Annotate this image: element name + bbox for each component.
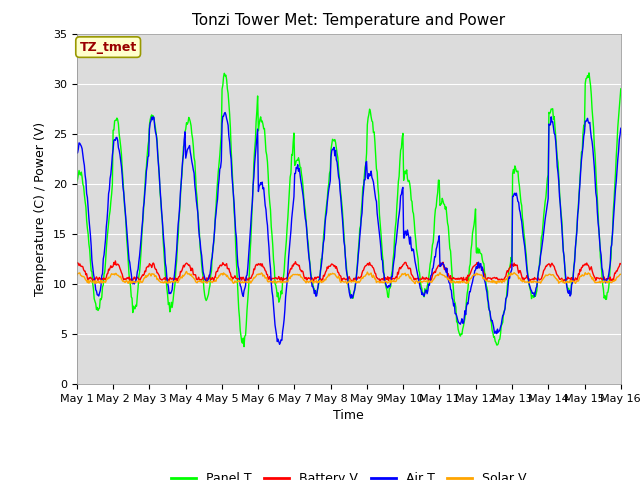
Panel T	[240, 344, 248, 349]
Air T	[433, 246, 440, 252]
Panel T	[223, 77, 230, 83]
Air T	[83, 191, 90, 196]
Air T	[223, 119, 231, 124]
Solar V	[182, 268, 190, 274]
Panel T	[73, 179, 81, 184]
Air T	[194, 210, 202, 216]
Air T	[221, 109, 229, 115]
Solar V	[139, 279, 147, 285]
Line: Battery V: Battery V	[77, 261, 621, 282]
Panel T	[83, 217, 90, 223]
Solar V	[417, 278, 424, 284]
Battery V	[83, 271, 90, 276]
Solar V	[83, 278, 90, 284]
Panel T	[617, 86, 625, 92]
Battery V	[223, 266, 231, 272]
Panel T	[431, 206, 439, 212]
Battery V	[307, 279, 315, 285]
Battery V	[433, 266, 440, 272]
Battery V	[195, 275, 202, 280]
Line: Solar V: Solar V	[77, 271, 621, 284]
Line: Air T: Air T	[77, 112, 621, 344]
Panel T	[194, 211, 202, 217]
Text: TZ_tmet: TZ_tmet	[79, 41, 137, 54]
Battery V	[617, 261, 625, 266]
Air T	[139, 218, 147, 224]
Air T	[276, 341, 284, 347]
Battery V	[140, 273, 147, 278]
Air T	[417, 286, 424, 291]
Y-axis label: Temperature (C) / Power (V): Temperature (C) / Power (V)	[35, 122, 47, 296]
Battery V	[111, 258, 119, 264]
Title: Tonzi Tower Met: Temperature and Power: Tonzi Tower Met: Temperature and Power	[192, 13, 506, 28]
Solar V	[223, 273, 231, 278]
Panel T	[416, 270, 424, 276]
Solar V	[343, 281, 351, 287]
Solar V	[73, 272, 81, 278]
X-axis label: Time: Time	[333, 409, 364, 422]
Air T	[73, 150, 81, 156]
Solar V	[195, 278, 202, 284]
Panel T	[585, 70, 593, 76]
Solar V	[433, 273, 440, 278]
Line: Panel T: Panel T	[77, 73, 621, 347]
Battery V	[73, 261, 81, 266]
Legend: Panel T, Battery V, Air T, Solar V: Panel T, Battery V, Air T, Solar V	[166, 467, 531, 480]
Panel T	[139, 221, 147, 227]
Air T	[617, 125, 625, 131]
Battery V	[417, 276, 424, 282]
Solar V	[617, 271, 625, 277]
